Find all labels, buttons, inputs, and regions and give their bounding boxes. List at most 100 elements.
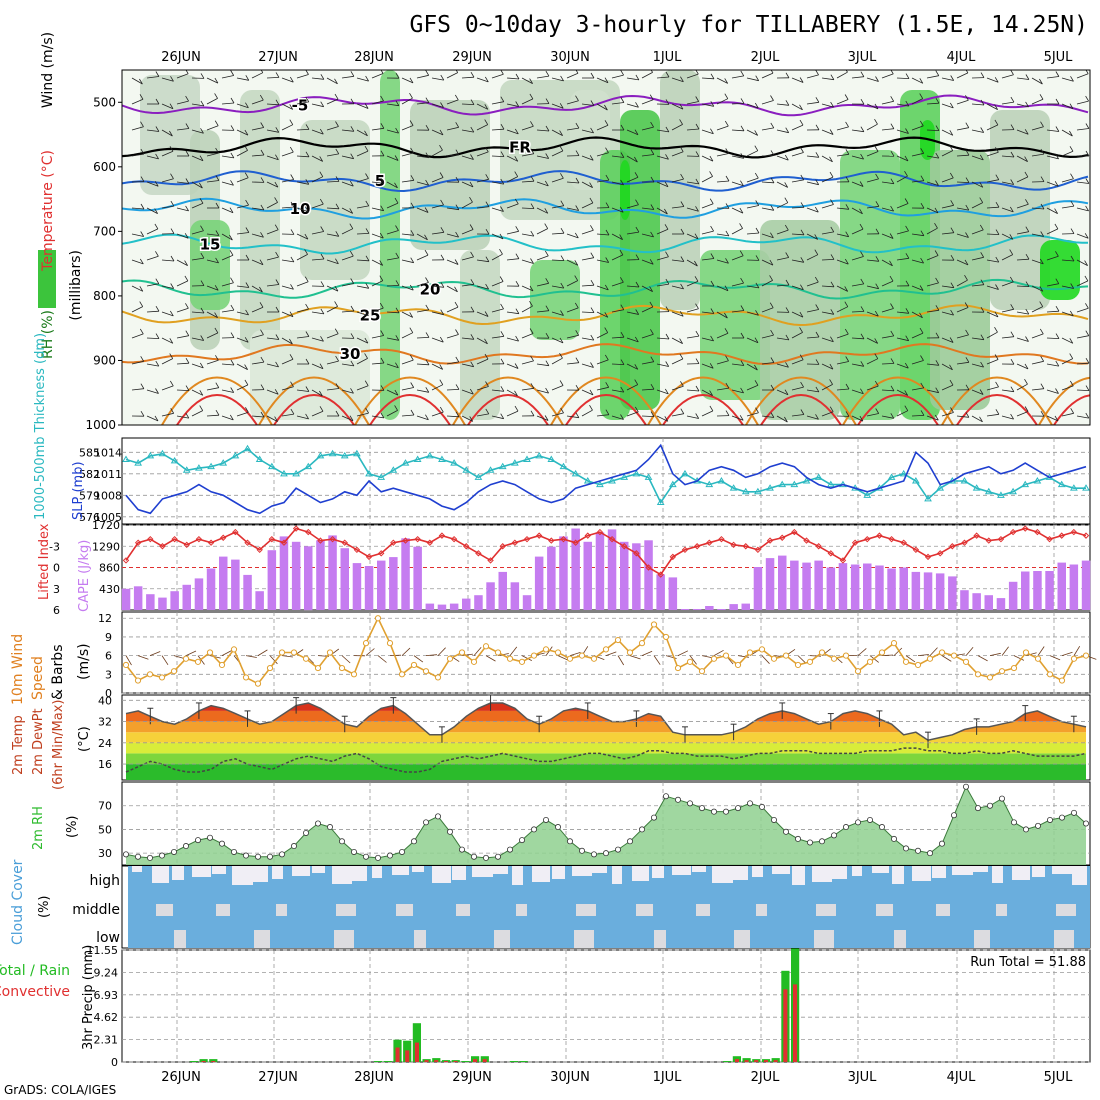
wind-barb-feather	[814, 206, 819, 213]
wind-barb	[176, 207, 189, 212]
wind-barb-feather	[439, 129, 444, 136]
wind-barb-feather	[350, 98, 355, 105]
date-label-top: 4JUL	[947, 50, 977, 65]
rh-point	[494, 853, 501, 860]
temp-band	[126, 764, 1086, 780]
wind-barb-feather	[395, 100, 400, 106]
wind-barb	[971, 202, 983, 209]
thickness-point	[608, 477, 616, 484]
wind-barb	[446, 415, 460, 418]
lifted-index-point	[256, 546, 263, 553]
wind-barb	[296, 281, 309, 287]
thickness-point	[231, 451, 240, 459]
wind-barb	[1046, 363, 1059, 367]
wind-barb-feather	[965, 384, 970, 391]
wind-barb	[896, 175, 908, 183]
wind-barb-feather	[1040, 121, 1044, 127]
wind-barb	[965, 646, 974, 656]
wind-barb-feather	[1085, 70, 1089, 74]
wind-barb-feather	[740, 305, 745, 311]
wind-barb-feather	[709, 198, 714, 204]
wind-barb-feather	[1069, 103, 1074, 109]
wind-barb-feather	[1054, 223, 1059, 230]
wind-barb-feather	[169, 310, 174, 317]
wind-barb-feather	[829, 171, 834, 178]
wind-barb-feather	[530, 203, 535, 209]
wind-barb-feather	[514, 171, 519, 177]
wind-barb	[1061, 358, 1073, 365]
wind-barb	[131, 333, 144, 339]
thickness-point	[207, 462, 215, 470]
wind-barb	[746, 412, 759, 417]
wind-barb-feather	[860, 278, 865, 285]
wind-speed-point	[434, 674, 442, 681]
wind-barb	[131, 233, 144, 237]
wind-barb-feather	[755, 255, 760, 261]
wind-barb	[176, 73, 189, 79]
cape-bar	[462, 598, 471, 610]
wind-barb-feather	[649, 286, 653, 292]
cape-bar	[449, 603, 459, 610]
rh-point	[747, 800, 754, 807]
wind-barb-feather	[905, 253, 910, 259]
wind-barb-feather	[290, 229, 295, 235]
wind-barb	[281, 358, 294, 365]
wind-barb	[356, 233, 370, 235]
wind-barb	[701, 389, 713, 396]
wind-barb-feather	[544, 180, 549, 187]
wind-barb	[221, 309, 234, 313]
wind-barb	[656, 256, 669, 261]
convective-bar	[482, 1059, 487, 1062]
wind-barb-feather	[320, 226, 325, 232]
wind-barb	[881, 233, 894, 239]
wind-barb-feather	[244, 145, 248, 151]
temp-band	[126, 742, 1086, 754]
wind-barb	[581, 363, 594, 368]
wind-barb-feather	[425, 414, 429, 420]
wind-barb	[386, 285, 400, 287]
wind-speed-point	[218, 661, 226, 669]
convective-bar	[744, 1060, 749, 1062]
wind-barb-feather	[350, 153, 355, 159]
wind-barb-feather	[695, 330, 700, 337]
lifted-index-point	[499, 543, 506, 550]
wind-barb	[341, 389, 354, 394]
wind-barb	[146, 181, 159, 187]
wind-barb	[386, 129, 399, 134]
wind-barb	[311, 129, 324, 135]
wind-barb	[236, 129, 249, 136]
wind-barb	[641, 306, 654, 313]
wind-barb-feather	[470, 361, 475, 367]
wind-barb	[581, 155, 594, 161]
wind-barb	[641, 207, 654, 210]
wind-barb	[266, 202, 278, 209]
wind-barb	[521, 98, 534, 105]
wind-barb	[1076, 181, 1089, 184]
thickness-point	[280, 469, 288, 477]
wind-barb-feather	[319, 390, 323, 397]
wind-barb-feather	[529, 285, 534, 292]
cape-bar	[352, 563, 362, 610]
wind-speed-point	[866, 658, 874, 665]
wind-barb-feather	[155, 153, 159, 160]
wind-barb-feather	[560, 75, 564, 82]
wind-barb-feather	[649, 301, 654, 308]
wind-barb	[821, 129, 834, 135]
wind-barb	[176, 335, 189, 339]
wind-barb-feather	[770, 177, 775, 184]
rh-point	[278, 851, 285, 858]
wind-barb	[656, 228, 669, 235]
wind-barb-feather	[185, 123, 190, 129]
wind-barb	[1076, 259, 1088, 266]
wind-barb	[161, 77, 174, 82]
wind-barb	[731, 310, 744, 313]
wind-barb-feather	[154, 181, 159, 187]
wind-barb	[926, 415, 939, 421]
lifted-index-point	[122, 557, 130, 564]
wind-barb-feather	[874, 310, 879, 317]
wind-barb-feather	[574, 232, 579, 239]
wind-barb	[731, 75, 744, 79]
wind-barb-feather	[875, 256, 880, 262]
wind-barb	[341, 181, 354, 187]
thickness-point	[802, 477, 811, 484]
